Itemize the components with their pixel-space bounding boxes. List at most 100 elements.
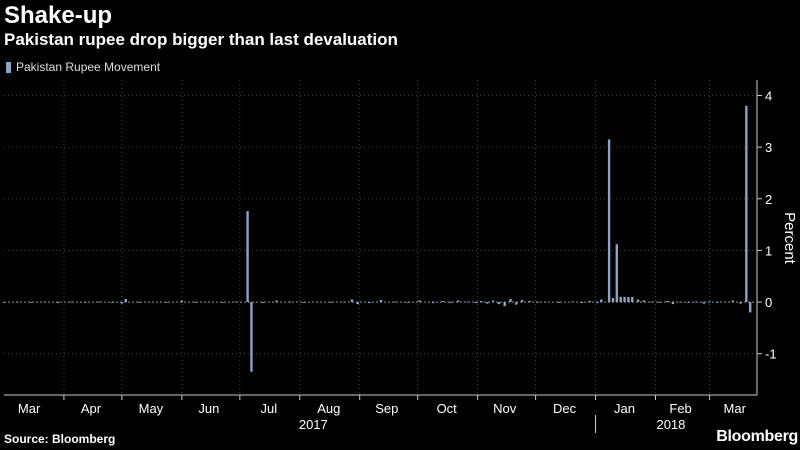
data-bar	[520, 299, 524, 303]
data-bar	[393, 301, 396, 303]
data-bar	[466, 301, 470, 303]
legend: Pakistan Rupee Movement	[6, 60, 160, 74]
data-bar	[596, 302, 599, 304]
data-bar	[165, 302, 168, 303]
data-bar	[503, 302, 506, 307]
data-bar	[665, 301, 669, 303]
data-bar	[120, 302, 124, 304]
x-month-label: Nov	[493, 401, 517, 416]
data-bar	[631, 296, 634, 303]
data-bar	[716, 302, 719, 303]
x-month-label: Aug	[317, 401, 340, 416]
x-month-label: Dec	[553, 401, 577, 416]
y-tick-label: 1	[765, 243, 772, 258]
x-month-label: Jan	[614, 401, 635, 416]
data-bar	[2, 302, 6, 303]
data-bar	[449, 302, 452, 304]
data-bar	[588, 301, 591, 303]
data-bar	[642, 300, 646, 303]
data-bar	[731, 300, 735, 303]
x-month-label: Jul	[261, 401, 278, 416]
data-bar	[138, 302, 141, 303]
x-month-label: Jun	[198, 401, 219, 416]
data-bar	[474, 302, 477, 304]
x-year-label: 2017	[299, 417, 328, 432]
data-bar	[544, 301, 547, 303]
data-bar	[571, 301, 574, 303]
data-bar	[486, 302, 489, 304]
data-bar	[615, 244, 619, 303]
source-label: Source: Bloomberg	[4, 432, 116, 446]
data-bar	[246, 211, 249, 303]
data-bar	[739, 302, 742, 304]
data-bar	[406, 302, 410, 303]
x-year-label: 2018	[656, 417, 685, 432]
x-month-label: Apr	[81, 401, 102, 416]
y-tick-label: 0	[765, 295, 772, 310]
data-bar	[658, 302, 661, 303]
data-bar	[619, 296, 622, 303]
data-bar	[515, 302, 518, 305]
x-month-label: May	[139, 401, 164, 416]
data-bar	[70, 301, 73, 303]
data-bar	[671, 302, 675, 305]
y-tick-label: 2	[765, 192, 772, 207]
x-month-label: Mar	[724, 401, 747, 416]
data-bar	[623, 296, 626, 303]
data-bar	[636, 299, 640, 303]
data-bar	[650, 301, 653, 303]
data-bar	[418, 300, 421, 303]
data-bar	[600, 299, 603, 303]
data-bar	[275, 300, 278, 303]
data-bar	[207, 301, 211, 303]
chart-title: Shake-up	[4, 2, 113, 29]
brand-logo: Bloomberg	[716, 428, 798, 445]
data-bar	[679, 301, 682, 303]
data-bar	[43, 301, 46, 303]
data-bar	[83, 302, 87, 303]
data-bar	[234, 301, 238, 303]
data-bar	[557, 302, 561, 303]
data-bar	[509, 298, 512, 303]
data-bar	[343, 301, 346, 303]
legend-swatch	[6, 61, 11, 73]
data-bar	[480, 301, 483, 303]
data-bar	[124, 298, 127, 303]
data-bar	[329, 302, 332, 303]
chart-subtitle: Pakistan rupee drop bigger than last dev…	[4, 30, 398, 49]
x-month-label: Feb	[669, 401, 691, 416]
data-bar	[368, 302, 371, 304]
data-bar	[694, 301, 698, 303]
data-bar	[749, 302, 752, 313]
legend-label: Pakistan Rupee Movement	[16, 60, 161, 74]
data-bar	[723, 301, 727, 303]
data-bar	[379, 299, 383, 303]
data-bar	[111, 302, 114, 303]
data-bar	[607, 139, 611, 303]
data-bar	[745, 105, 748, 303]
data-bar	[29, 302, 33, 303]
data-bar	[261, 302, 265, 304]
data-bar	[457, 300, 460, 303]
data-bar	[350, 299, 354, 303]
data-bar	[16, 301, 19, 303]
x-month-label: Mar	[18, 401, 41, 416]
data-bar	[580, 302, 584, 304]
x-month-label: Oct	[437, 401, 458, 416]
data-bar	[56, 302, 60, 304]
data-bar	[431, 302, 435, 304]
x-month-label: Sep	[375, 401, 398, 416]
data-bar	[687, 302, 690, 303]
data-bar	[441, 301, 445, 303]
data-bar	[194, 302, 197, 303]
data-bar	[288, 301, 292, 303]
data-bar	[221, 302, 224, 303]
data-bar	[356, 302, 359, 305]
data-bar	[250, 302, 253, 372]
data-bar	[151, 301, 155, 303]
y-tick-label: 4	[765, 88, 772, 103]
data-bar	[528, 301, 532, 303]
data-bar	[708, 301, 711, 303]
y-axis-title: Percent	[781, 212, 798, 265]
